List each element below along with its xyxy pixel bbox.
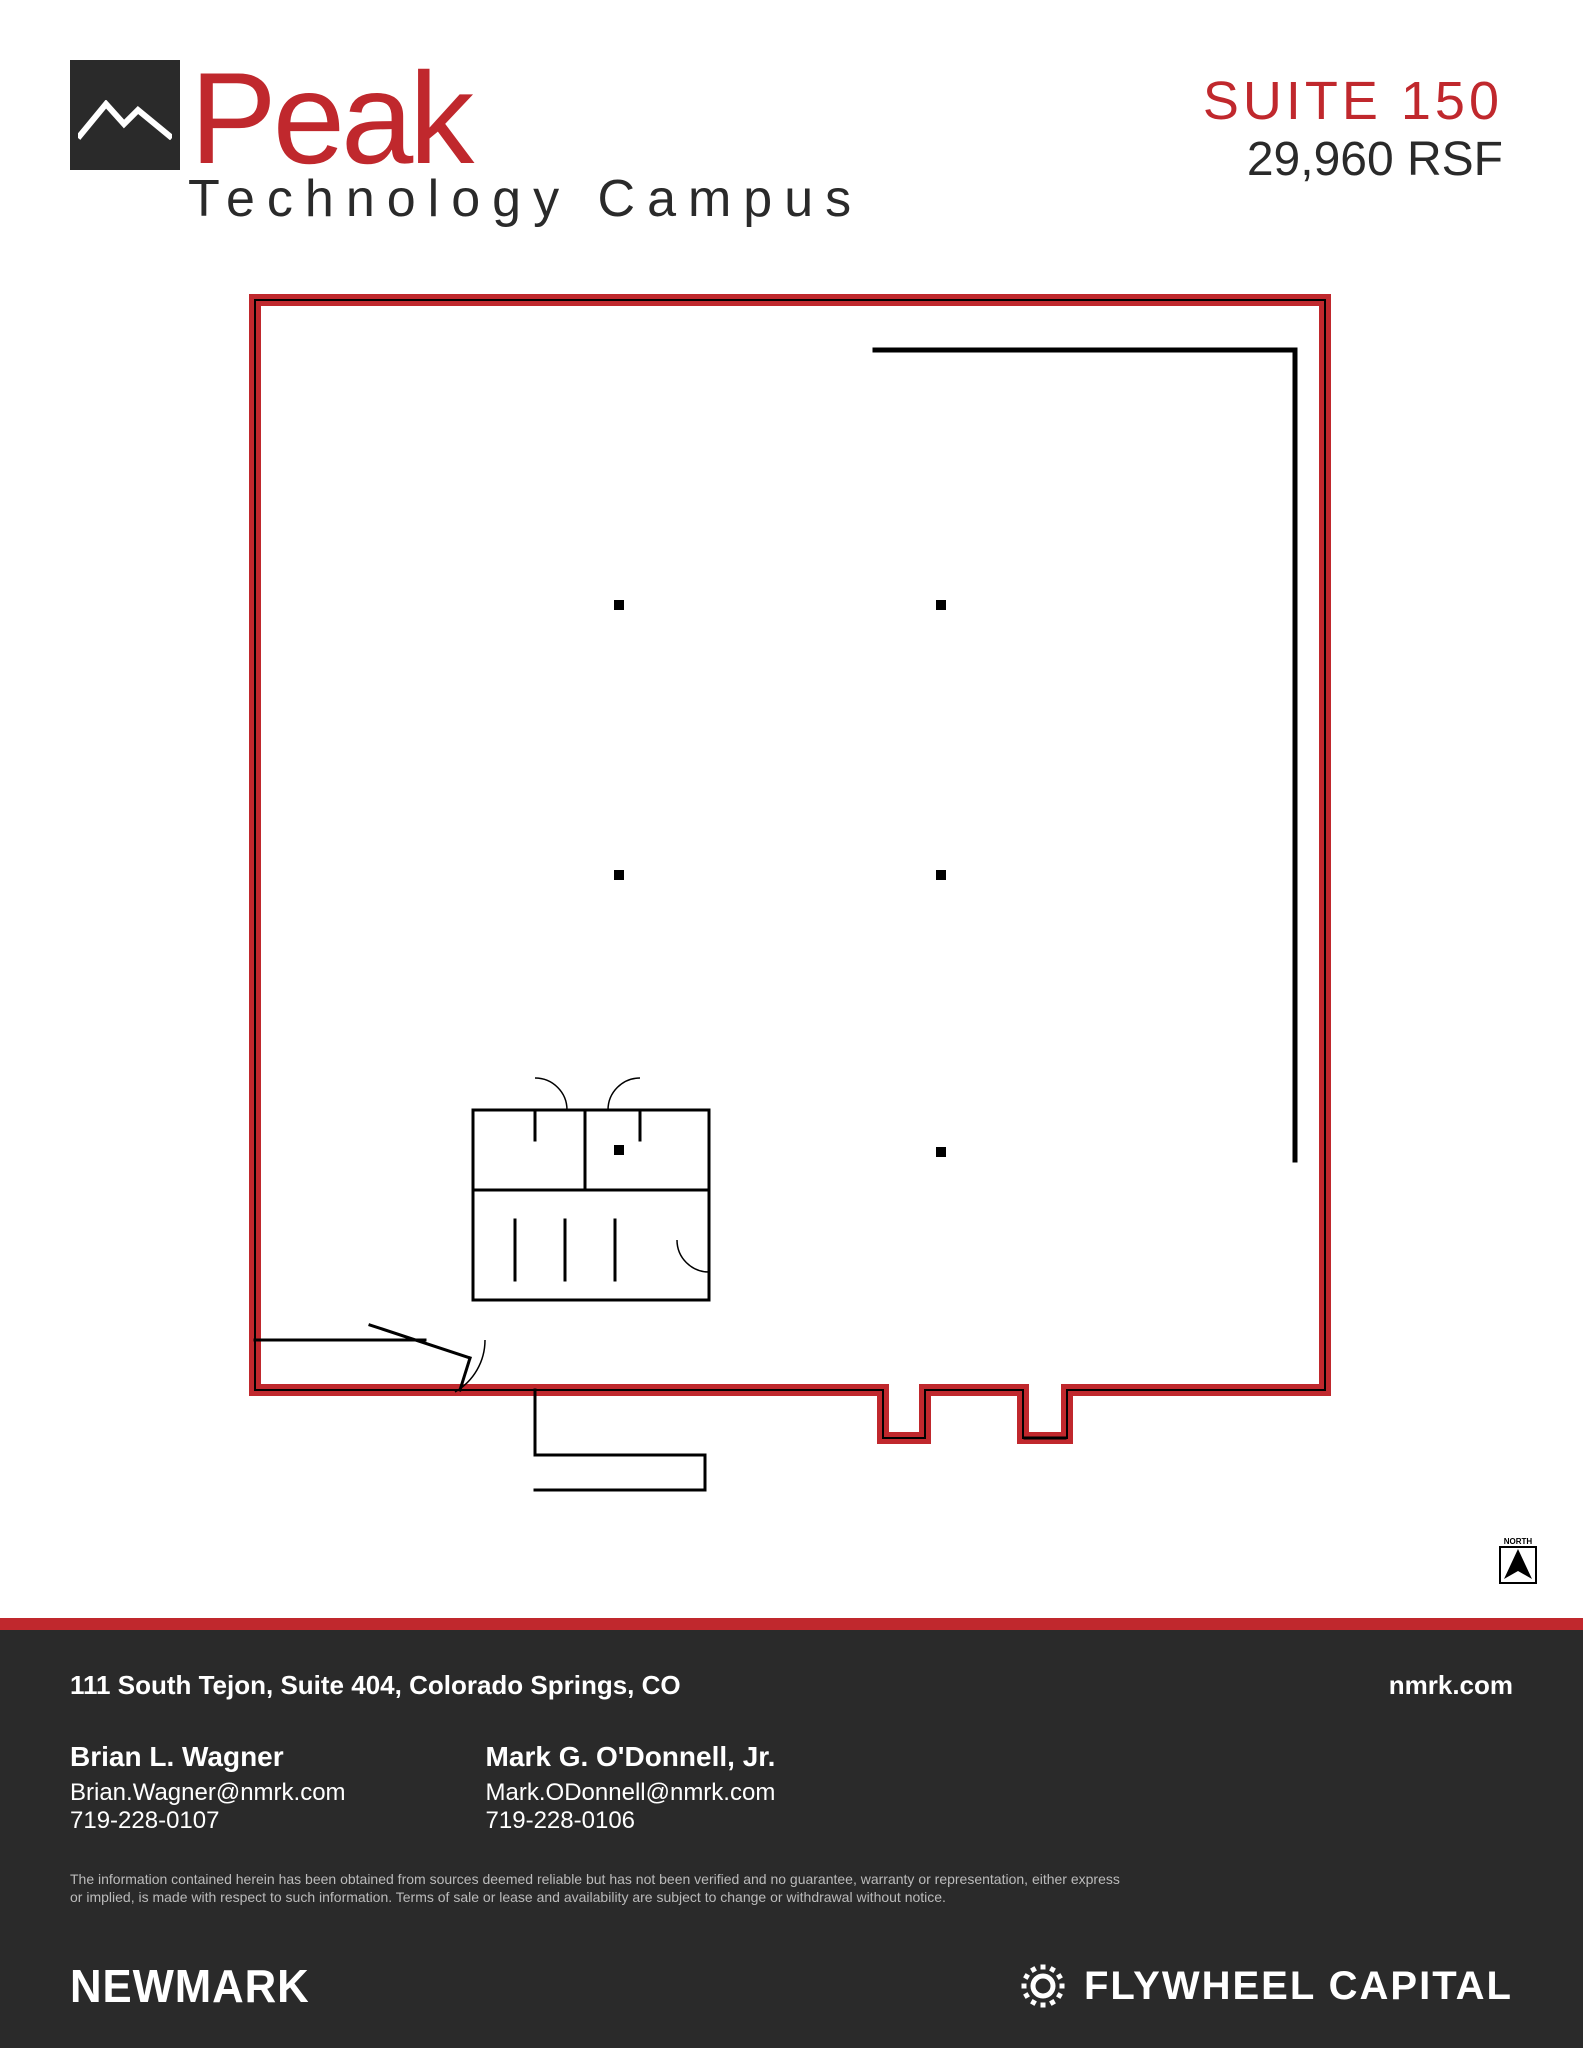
floorplan xyxy=(235,280,1350,1560)
brand-name: Peak xyxy=(190,60,863,177)
contact-phone: 719-228-0107 xyxy=(70,1807,346,1835)
contact-phone: 719-228-0106 xyxy=(486,1807,776,1835)
suite-info: SUITE 150 29,960 RSF xyxy=(1203,70,1503,187)
flywheel-text: FLYWHEEL CAPITAL xyxy=(1084,1964,1513,2009)
suite-label: SUITE 150 xyxy=(1203,70,1503,132)
newmark-logo: NEWMARK xyxy=(70,1959,310,2013)
suite-rsf: 29,960 RSF xyxy=(1203,132,1503,187)
office-address: 111 South Tejon, Suite 404, Colorado Spr… xyxy=(70,1670,1513,1701)
contact-email: Brian.Wagner@nmrk.com xyxy=(70,1779,346,1807)
brand-subtitle: Technology Campus xyxy=(188,169,863,229)
north-arrow-icon: NORTH xyxy=(1498,1535,1538,1585)
flywheel-logo: FLYWHEEL CAPITAL xyxy=(1020,1963,1513,2009)
contact-name: Brian L. Wagner xyxy=(70,1741,346,1773)
contact-card: Brian L. Wagner Brian.Wagner@nmrk.com 71… xyxy=(70,1741,346,1835)
footer-accent-stripe xyxy=(0,1618,1583,1630)
contact-card: Mark G. O'Donnell, Jr. Mark.ODonnell@nmr… xyxy=(486,1741,776,1835)
website-url: nmrk.com xyxy=(1389,1670,1513,1701)
footer: 111 South Tejon, Suite 404, Colorado Spr… xyxy=(0,1618,1583,2048)
north-label: NORTH xyxy=(1504,1537,1533,1546)
contacts: Brian L. Wagner Brian.Wagner@nmrk.com 71… xyxy=(70,1741,1513,1835)
contact-name: Mark G. O'Donnell, Jr. xyxy=(486,1741,776,1773)
gear-icon xyxy=(1020,1963,1066,2009)
disclaimer-text: The information contained herein has bee… xyxy=(70,1870,1130,1906)
peak-mountain-icon xyxy=(70,60,180,170)
header: Peak Technology Campus SUITE 150 29,960 … xyxy=(70,60,1513,220)
contact-email: Mark.ODonnell@nmrk.com xyxy=(486,1779,776,1807)
